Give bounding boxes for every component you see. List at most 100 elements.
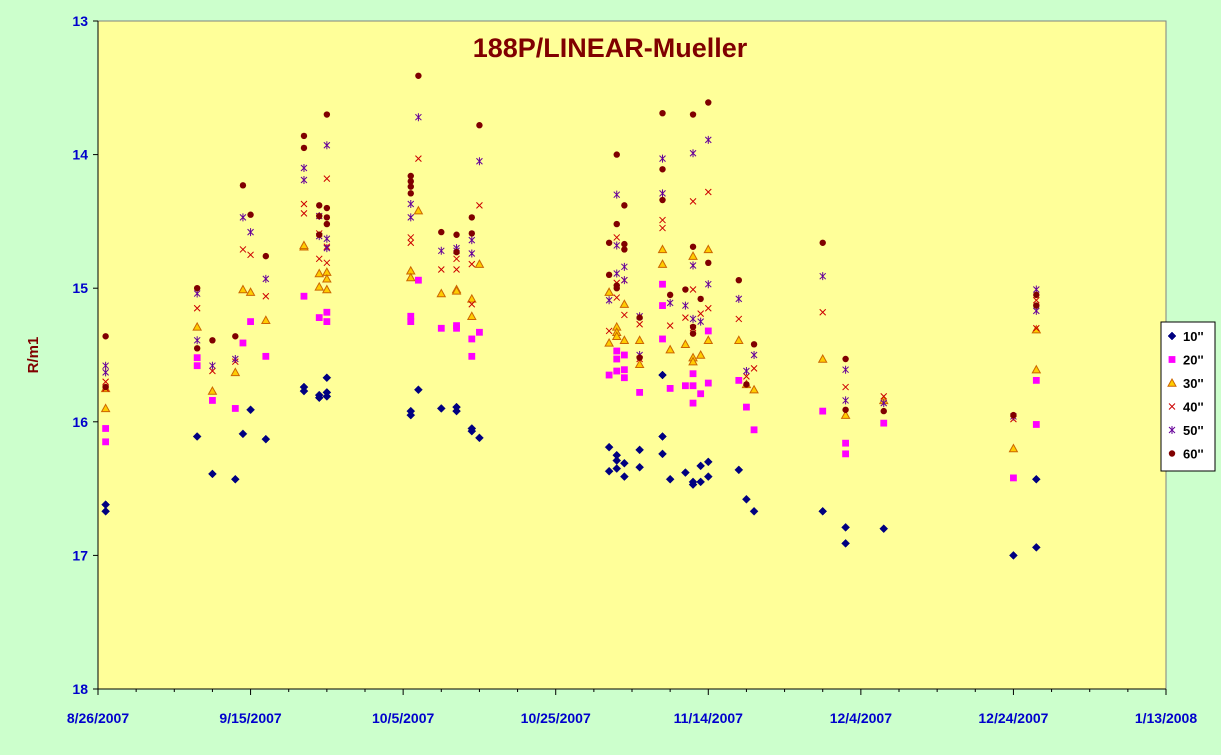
data-point	[323, 175, 331, 183]
data-point	[453, 266, 460, 273]
data-point	[316, 202, 323, 209]
data-point	[689, 323, 697, 331]
data-point	[102, 368, 109, 377]
data-point	[246, 405, 255, 415]
data-point	[262, 352, 270, 360]
data-point	[261, 434, 271, 444]
data-point	[413, 205, 424, 215]
data-point	[621, 240, 628, 248]
data-point	[842, 396, 849, 405]
data-point	[193, 345, 201, 352]
data-point	[613, 220, 620, 228]
data-point	[605, 296, 613, 305]
data-point	[689, 314, 697, 323]
data-point	[659, 166, 666, 173]
data-point	[407, 172, 414, 180]
data-point	[619, 299, 630, 308]
data-point	[239, 213, 247, 222]
data-point	[100, 403, 111, 413]
data-point	[665, 344, 675, 354]
data-point	[207, 386, 218, 395]
data-point	[232, 333, 239, 340]
data-point	[666, 322, 674, 329]
data-point	[437, 246, 445, 255]
data-point	[704, 327, 712, 335]
data-point	[1010, 411, 1017, 419]
x-tick-label: 8/26/2007	[67, 710, 129, 726]
data-point	[682, 286, 689, 293]
data-point	[300, 175, 308, 184]
data-point	[733, 335, 744, 345]
data-point	[209, 337, 216, 344]
data-point	[842, 365, 849, 374]
data-point	[262, 274, 270, 283]
data-point	[407, 234, 415, 241]
data-point	[245, 287, 256, 296]
data-point	[231, 405, 239, 412]
data-point	[665, 474, 675, 484]
data-point	[101, 506, 110, 516]
data-point	[300, 200, 308, 208]
data-point	[323, 111, 331, 118]
data-point	[743, 373, 750, 380]
data-point	[749, 506, 759, 516]
x-tick-label: 11/14/2007	[674, 710, 744, 726]
data-point	[605, 327, 613, 335]
data-point	[238, 429, 248, 439]
data-point	[315, 255, 323, 263]
data-point	[407, 190, 414, 197]
data-point	[879, 524, 889, 534]
data-point	[880, 407, 887, 415]
data-point	[323, 141, 331, 150]
data-point	[323, 308, 331, 316]
data-point	[605, 371, 613, 379]
data-point	[658, 449, 667, 459]
data-point	[192, 321, 203, 331]
data-point	[247, 251, 254, 259]
data-point	[620, 366, 628, 374]
data-point	[239, 182, 247, 189]
data-point	[703, 244, 714, 254]
legend-marker	[1168, 403, 1176, 410]
data-point	[689, 370, 697, 378]
data-point	[605, 271, 613, 279]
data-point	[476, 157, 483, 166]
data-point	[749, 384, 759, 394]
data-point	[613, 367, 621, 375]
data-point	[468, 249, 476, 258]
data-point	[209, 361, 216, 370]
data-point	[750, 426, 758, 434]
data-point	[743, 403, 750, 411]
data-point	[696, 461, 706, 471]
data-point	[621, 202, 628, 209]
y-tick-label: 13	[72, 13, 88, 29]
x-tick-label: 1/13/2008	[1135, 710, 1197, 726]
data-point	[613, 355, 621, 363]
data-point	[696, 477, 706, 487]
data-point	[704, 280, 712, 289]
data-point	[880, 399, 888, 408]
data-point	[1032, 421, 1040, 428]
data-point	[612, 464, 622, 473]
data-point	[695, 349, 706, 359]
data-point	[842, 439, 849, 447]
chart-title: 188P/LINEAR-Mueller	[473, 33, 748, 63]
data-point	[323, 244, 331, 253]
data-point	[414, 385, 423, 395]
data-point	[415, 276, 422, 284]
data-point	[476, 328, 483, 336]
data-point	[247, 211, 254, 218]
data-point	[466, 311, 477, 320]
data-point	[605, 239, 613, 246]
data-point	[689, 149, 697, 158]
data-point	[300, 163, 308, 172]
data-point	[689, 198, 697, 205]
data-point	[658, 432, 667, 441]
data-point	[689, 243, 697, 250]
legend-label: 50''	[1183, 423, 1204, 438]
data-point	[735, 376, 743, 384]
plot-area	[97, 20, 1167, 690]
data-point	[620, 374, 628, 382]
data-point	[453, 231, 460, 238]
